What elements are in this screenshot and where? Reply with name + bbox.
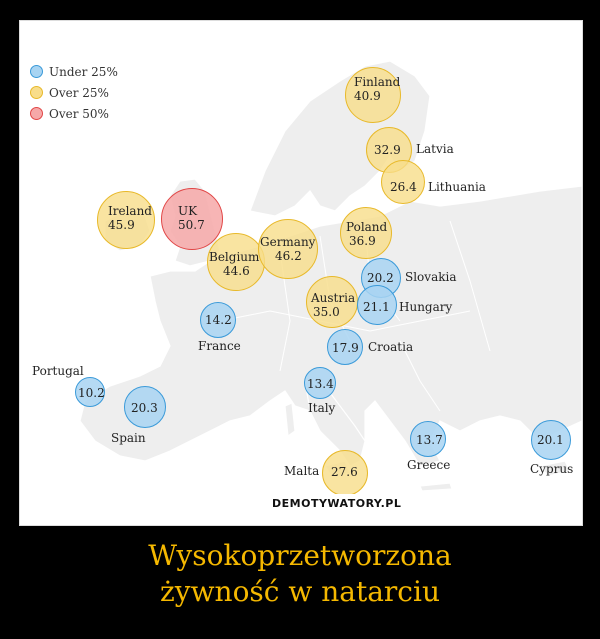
bubble-finland bbox=[345, 67, 401, 123]
bubble-greece bbox=[410, 421, 446, 457]
belgium-value: 44.6 bbox=[223, 264, 250, 278]
label-cyprus-name: Cyprus bbox=[530, 462, 574, 476]
legend-item-under25: Under 25% bbox=[30, 61, 118, 82]
label-croatia-value: 17.9 bbox=[332, 341, 359, 355]
label-france-value: 14.2 bbox=[205, 313, 232, 327]
bubble-cyprus bbox=[531, 420, 571, 460]
label-germany: Germany 46.2 bbox=[260, 235, 315, 263]
bubble-portugal bbox=[75, 377, 105, 407]
label-greece-name: Greece bbox=[407, 458, 451, 472]
austria-name: Austria bbox=[311, 291, 356, 305]
label-latvia-name: Latvia bbox=[416, 142, 454, 156]
poland-name: Poland bbox=[346, 220, 388, 234]
label-france-name: France bbox=[198, 339, 241, 353]
legend-item-over25: Over 25% bbox=[30, 82, 118, 103]
label-austria: Austria 35.0 bbox=[311, 291, 355, 319]
bubble-belgium bbox=[207, 233, 265, 291]
label-hungary-name: Hungary bbox=[399, 300, 453, 314]
watermark: DEMOTYWATORY.PL bbox=[266, 494, 408, 514]
label-italy-name: Italy bbox=[308, 401, 336, 415]
label-uk: UK 50.7 bbox=[178, 204, 205, 232]
germany-value: 46.2 bbox=[275, 249, 302, 263]
bubble-spain bbox=[124, 386, 166, 428]
bubble-hungary bbox=[357, 285, 397, 325]
belgium-name: Belgium bbox=[209, 250, 260, 264]
label-portugal-value: 10.2 bbox=[78, 386, 105, 400]
label-italy-value: 13.4 bbox=[307, 377, 334, 391]
bubble-lithuania bbox=[381, 160, 425, 204]
label-cyprus-value: 20.1 bbox=[537, 433, 564, 447]
caption-line-1: Wysokoprzetworzona bbox=[148, 539, 452, 572]
label-spain-name: Spain bbox=[111, 431, 146, 445]
legend-red-dot-icon bbox=[30, 107, 43, 120]
label-finland: Finland 40.9 bbox=[354, 75, 400, 103]
poland-value: 36.9 bbox=[349, 234, 376, 248]
austria-value: 35.0 bbox=[313, 305, 340, 319]
legend-label-under25: Under 25% bbox=[49, 64, 118, 79]
ireland-name: Ireland bbox=[108, 204, 152, 218]
caption-line-2: żywność w natarciu bbox=[160, 575, 440, 608]
uk-value: 50.7 bbox=[178, 218, 205, 232]
caption: Wysokoprzetworzona żywność w natarciu bbox=[0, 538, 600, 610]
label-greece-value: 13.7 bbox=[416, 433, 443, 447]
bubble-italy bbox=[304, 367, 336, 399]
finland-name: Finland bbox=[354, 75, 401, 89]
bubble-uk bbox=[161, 188, 223, 250]
legend-blue-dot-icon bbox=[30, 65, 43, 78]
map-frame: Under 25% Over 25% Over 50% Finland 40.9… bbox=[19, 20, 583, 526]
label-spain-value: 20.3 bbox=[131, 401, 158, 415]
label-lithuania-name: Lithuania bbox=[428, 180, 486, 194]
label-malta-name: Malta bbox=[284, 464, 320, 478]
bubble-croatia bbox=[327, 329, 363, 365]
label-latvia-value: 32.9 bbox=[374, 143, 401, 157]
bubble-poland bbox=[340, 207, 392, 259]
finland-value: 40.9 bbox=[354, 89, 381, 103]
label-croatia-name: Croatia bbox=[368, 340, 414, 354]
label-lithuania-value: 26.4 bbox=[390, 180, 417, 194]
label-malta-value: 27.6 bbox=[331, 465, 358, 479]
bubble-france bbox=[200, 302, 236, 338]
bubble-ireland bbox=[97, 191, 155, 249]
label-hungary-value: 21.1 bbox=[363, 300, 390, 314]
uk-name: UK bbox=[178, 204, 198, 218]
label-ireland: Ireland 45.9 bbox=[108, 204, 152, 232]
bubble-germany bbox=[258, 219, 318, 279]
label-poland: Poland 36.9 bbox=[346, 220, 387, 248]
legend-item-over50: Over 50% bbox=[30, 103, 118, 124]
legend-label-over50: Over 50% bbox=[49, 106, 109, 121]
legend-yellow-dot-icon bbox=[30, 86, 43, 99]
legend-label-over25: Over 25% bbox=[49, 85, 109, 100]
label-slovakia-value: 20.2 bbox=[367, 271, 394, 285]
germany-name: Germany bbox=[260, 235, 316, 249]
ireland-value: 45.9 bbox=[108, 218, 135, 232]
bubble-austria bbox=[306, 276, 358, 328]
label-belgium: Belgium 44.6 bbox=[209, 250, 259, 278]
legend: Under 25% Over 25% Over 50% bbox=[30, 61, 118, 124]
label-portugal-name: Portugal bbox=[32, 364, 84, 378]
label-slovakia-name: Slovakia bbox=[405, 270, 457, 284]
